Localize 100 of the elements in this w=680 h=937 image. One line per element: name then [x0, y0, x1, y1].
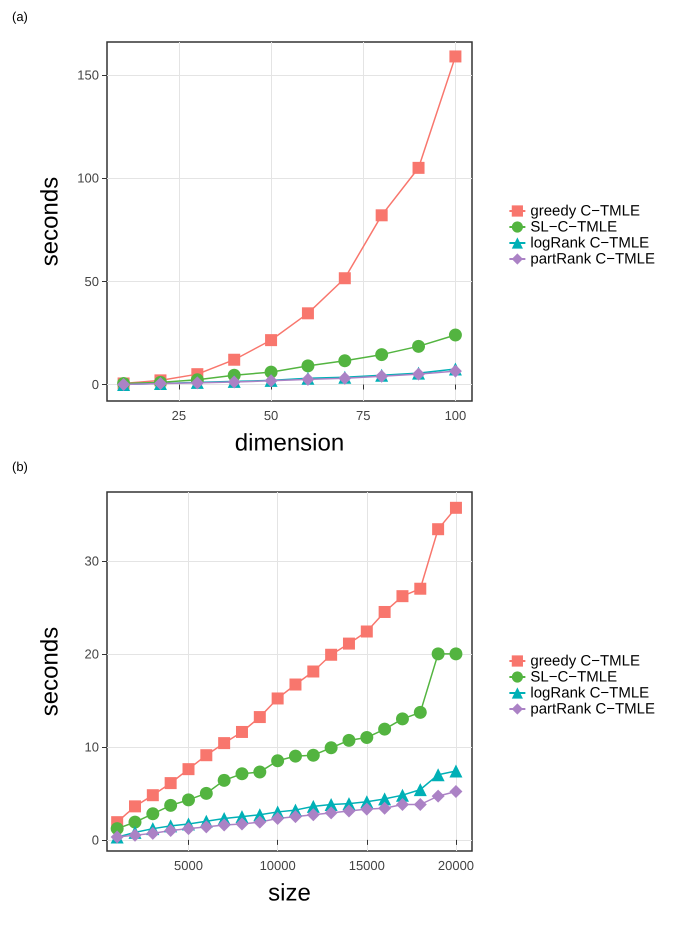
text: (a) [12, 9, 28, 24]
point [128, 816, 142, 829]
y-tick-label: 0 [92, 376, 99, 392]
point [146, 789, 159, 802]
point [253, 816, 266, 829]
x-tick-label: 10000 [260, 858, 296, 873]
point [228, 354, 240, 366]
legend-label: greedy C−TMLE [530, 652, 640, 670]
point [128, 828, 142, 842]
point [414, 706, 427, 719]
x-tick-label: 15000 [348, 858, 385, 873]
point [200, 820, 213, 834]
x-tick-label: 50 [264, 408, 278, 423]
point [414, 582, 426, 595]
point [306, 748, 320, 762]
y-tick-label: 50 [84, 274, 99, 289]
point [182, 763, 194, 776]
y-tick-label: 0 [92, 832, 99, 848]
point [396, 798, 409, 811]
y-tick-label: 10 [84, 739, 99, 754]
point [271, 812, 284, 825]
point [200, 786, 213, 800]
point [164, 824, 178, 838]
point [128, 800, 141, 812]
point [448, 328, 462, 342]
point [306, 808, 320, 822]
x-axis-title: dimension [234, 430, 344, 456]
legend-label: SL−C−TMLE [530, 668, 618, 686]
point [338, 272, 351, 284]
point [396, 712, 409, 726]
point [432, 790, 445, 803]
point [378, 722, 392, 736]
point [342, 734, 356, 747]
point [254, 711, 266, 724]
point [449, 50, 462, 62]
y-tick-label: 150 [77, 68, 99, 83]
point [360, 802, 374, 816]
point [288, 750, 302, 763]
legend-label: partRank C−TMLE [530, 250, 656, 268]
point [449, 647, 462, 660]
point [414, 798, 427, 811]
point [307, 666, 320, 678]
x-tick-label: 75 [356, 408, 370, 423]
point [265, 334, 278, 346]
legend-label: greedy C−TMLE [530, 202, 640, 220]
point [253, 765, 266, 778]
point [432, 768, 445, 782]
x-tick-label: 20000 [438, 858, 474, 873]
legend-label: logRank C−TMLE [530, 684, 650, 702]
point [235, 818, 248, 831]
text: (b) [12, 459, 28, 474]
point [301, 359, 314, 372]
point [182, 793, 195, 806]
legend-label: partRank C−TMLE [530, 700, 656, 718]
point [360, 626, 373, 638]
point [412, 162, 425, 174]
point [146, 826, 160, 840]
point [360, 731, 374, 744]
point [236, 726, 248, 738]
x-axis-title: size [268, 880, 311, 906]
point [342, 638, 355, 650]
point [272, 692, 284, 704]
point [182, 822, 195, 836]
x-tick-label: 25 [172, 408, 186, 423]
x-tick-label: 100 [444, 408, 466, 423]
point [288, 810, 302, 824]
legend-label: SL−C−TMLE [530, 218, 618, 236]
point [338, 354, 352, 368]
point [164, 798, 178, 812]
point [449, 764, 462, 778]
point [375, 348, 388, 362]
point [376, 209, 388, 222]
point [432, 647, 445, 660]
point [325, 648, 338, 661]
point [235, 767, 248, 780]
point [164, 777, 177, 790]
point [146, 807, 160, 820]
point [302, 307, 314, 320]
point [412, 340, 426, 353]
point [324, 806, 338, 820]
x-tick-label: 5000 [174, 858, 203, 873]
point [342, 804, 356, 818]
point [218, 774, 231, 787]
point [450, 502, 462, 514]
point [289, 678, 302, 691]
point [414, 783, 427, 796]
point [378, 802, 392, 815]
point [432, 523, 444, 536]
point [396, 590, 408, 602]
legend-label: logRank C−TMLE [530, 234, 650, 252]
y-axis-title: seconds [36, 626, 64, 716]
point [324, 741, 338, 754]
y-tick-label: 100 [77, 170, 99, 186]
point [271, 754, 284, 768]
y-tick-label: 20 [84, 646, 99, 662]
point [218, 818, 231, 832]
point [218, 737, 230, 750]
y-tick-label: 30 [84, 553, 99, 568]
y-axis-title: seconds [36, 176, 64, 266]
point [449, 784, 462, 798]
